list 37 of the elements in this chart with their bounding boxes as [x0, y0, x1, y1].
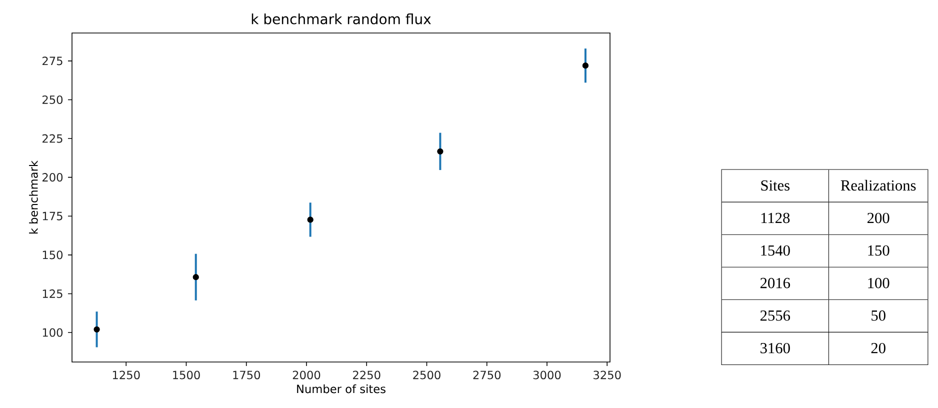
x-tick-label: 2500: [413, 370, 440, 380]
y-tick-label: 200: [42, 173, 63, 182]
text: 1128: [761, 212, 790, 224]
y-tick-label: 250: [42, 95, 63, 104]
chart-title: k benchmark random flux: [252, 13, 431, 24]
category-label: Realizations: [840, 180, 916, 191]
text: 3160: [760, 342, 790, 354]
y-tick-label: 150: [42, 250, 63, 260]
y-tick-label: 125: [42, 289, 62, 298]
text: 150: [868, 245, 890, 256]
point: [437, 148, 444, 154]
x-tick-label: 3250: [594, 370, 621, 380]
text: 20: [871, 342, 886, 354]
text: 200: [868, 212, 890, 224]
x-tick-label: 1250: [112, 370, 140, 380]
point: [94, 326, 100, 332]
x-tick-label: 1500: [173, 370, 200, 380]
y-tick-label: 225: [42, 134, 62, 143]
point: [307, 216, 314, 223]
y-tick-label: 175: [42, 212, 62, 220]
text: 2016: [760, 278, 790, 288]
y-tick-label: 100: [42, 328, 63, 337]
y-axis-title: k benchmark: [29, 160, 38, 234]
text: 2556: [760, 310, 790, 321]
x-axis-title: Number of sites: [297, 384, 386, 394]
text: 50: [872, 310, 886, 321]
text: 1540: [761, 245, 790, 256]
x-tick-label: 3000: [533, 370, 561, 380]
point: [582, 62, 589, 69]
x-tick-label: 2750: [473, 370, 501, 380]
x-tick-label: 2000: [292, 370, 320, 380]
x-tick-label: 2250: [353, 370, 380, 380]
x-tick-label: 1750: [233, 370, 260, 380]
y-tick-label: 275: [42, 56, 62, 66]
category-label: Sites: [761, 180, 790, 191]
point: [192, 274, 199, 280]
text: 100: [868, 278, 890, 288]
